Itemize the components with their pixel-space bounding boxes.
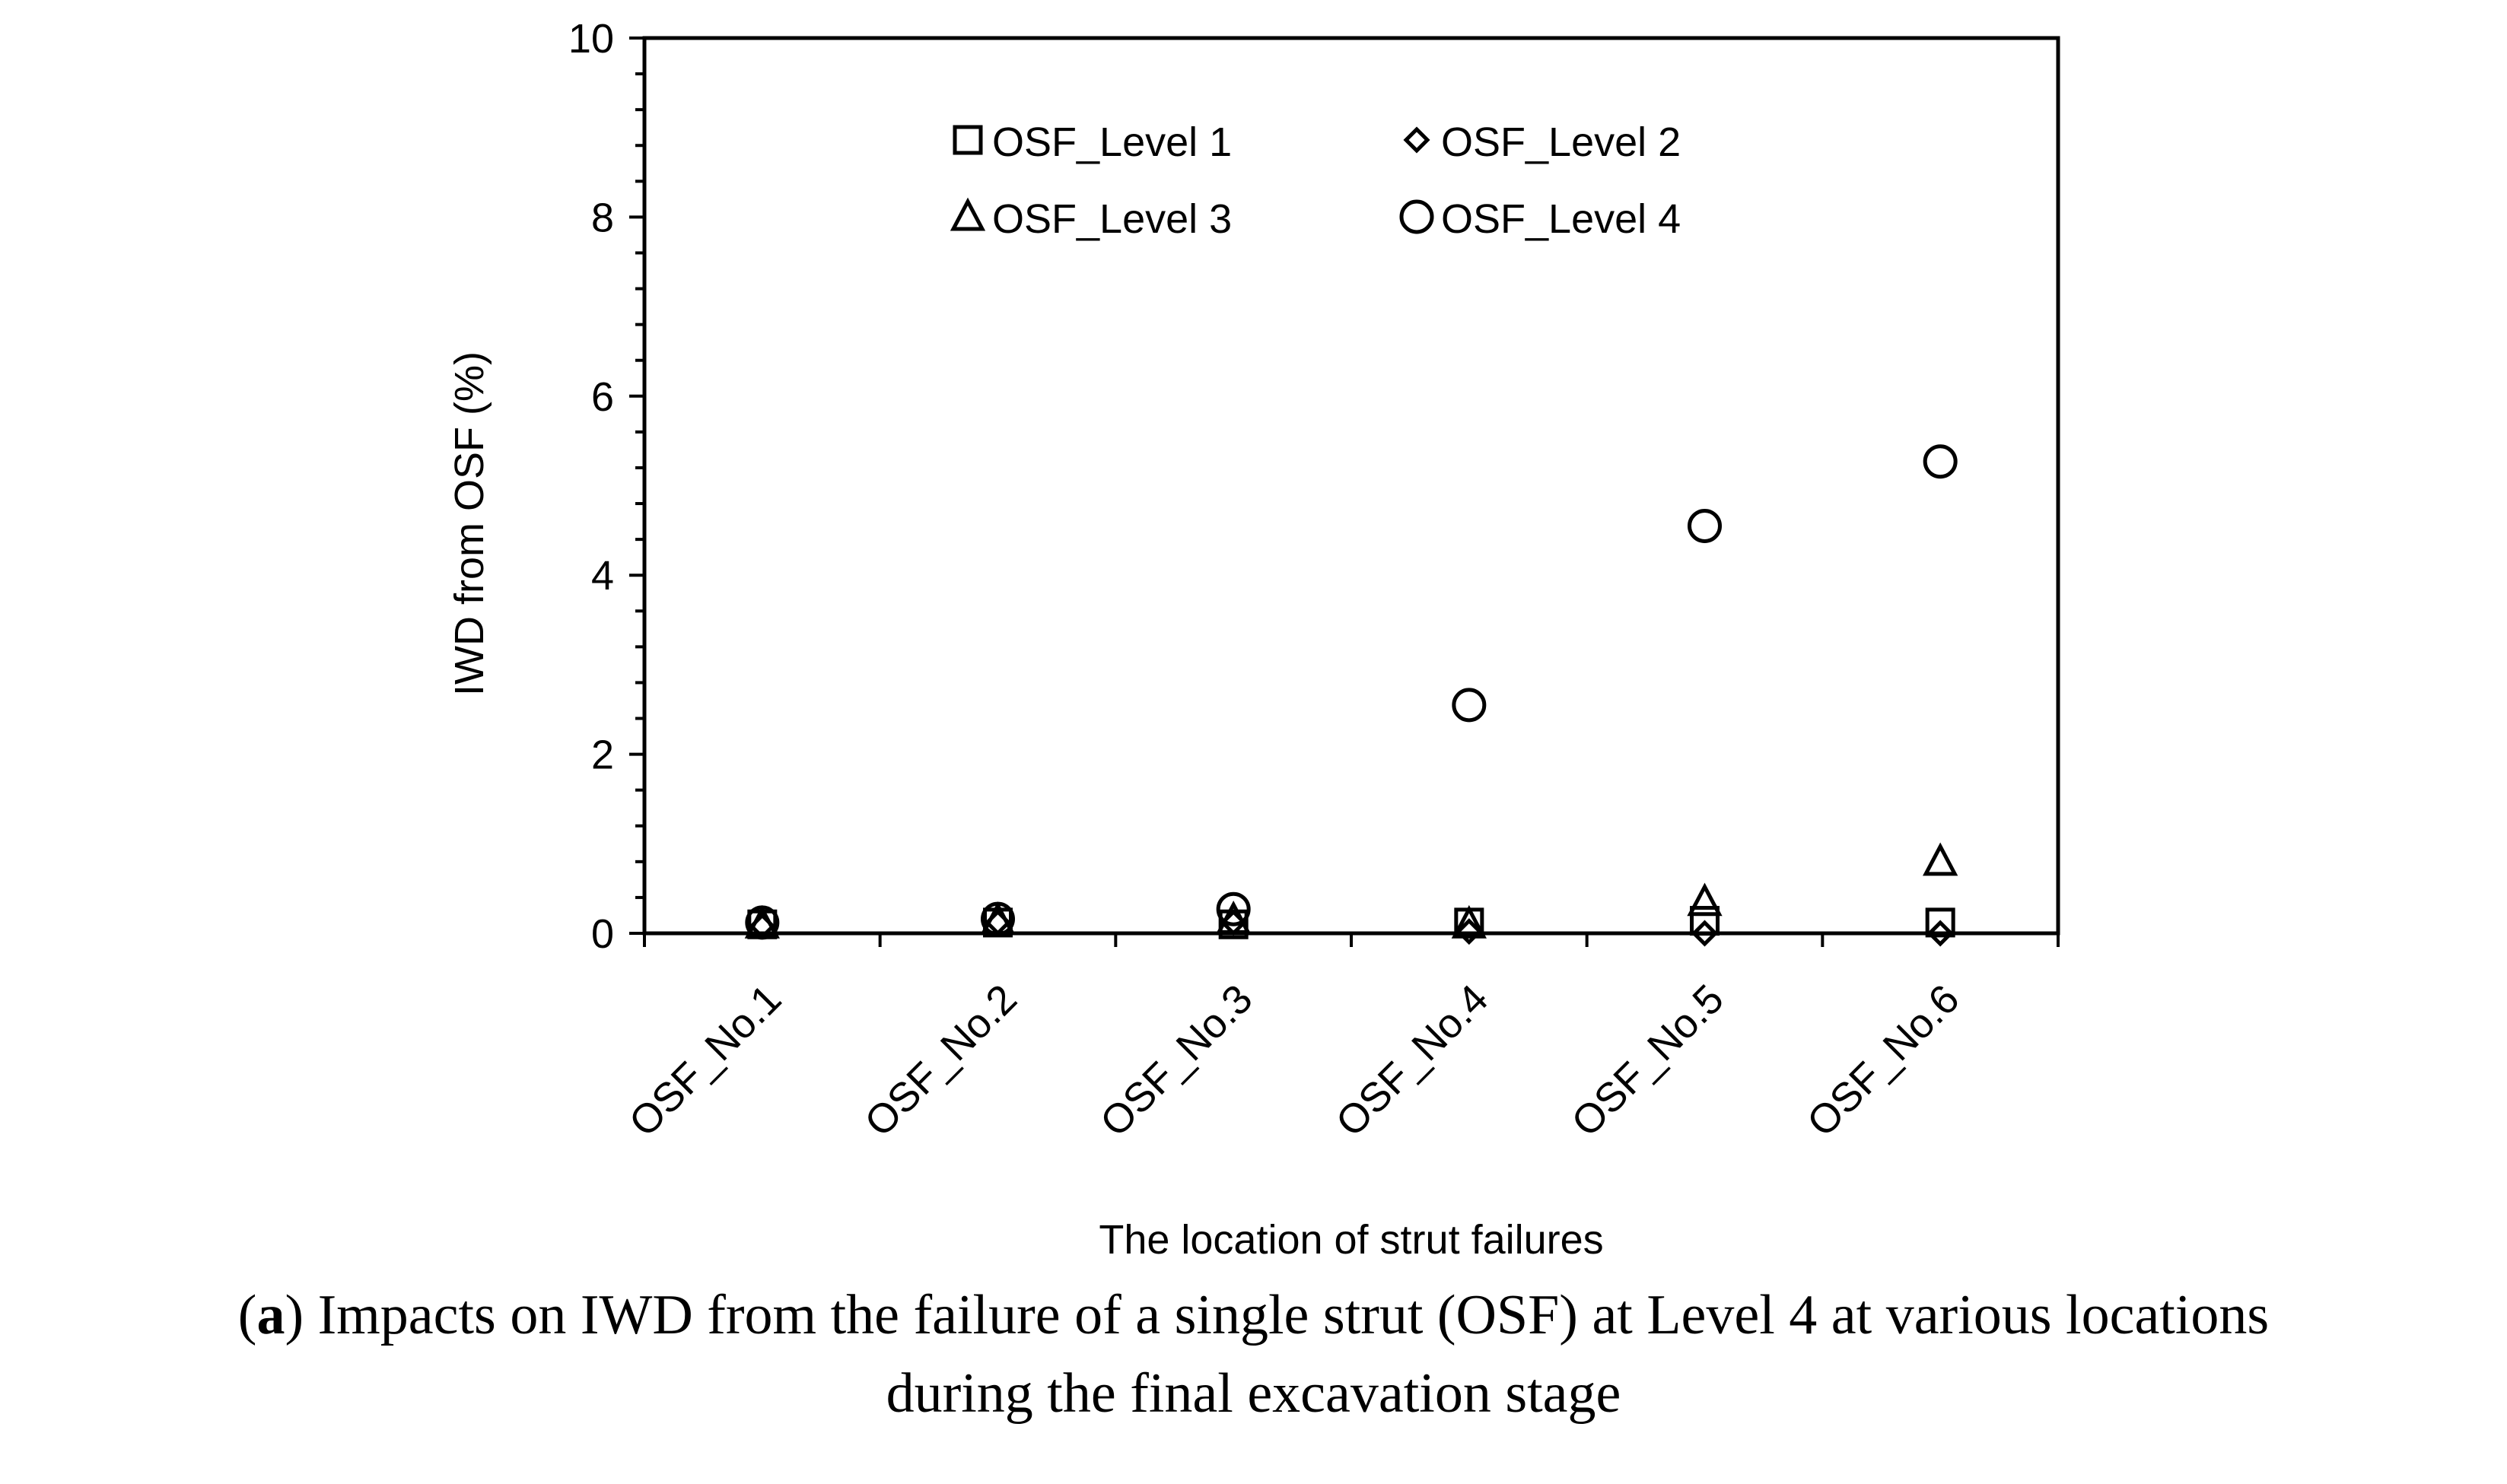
plot-area-frame — [642, 36, 2060, 936]
legend-label: OSF_Level 3 — [992, 196, 1232, 242]
data-point-circle — [1688, 508, 1722, 543]
legend-label: OSF_Level 2 — [1441, 119, 1681, 165]
data-point-triangle — [1451, 904, 1487, 939]
legend-marker-circle — [1399, 199, 1434, 234]
legend-label: OSF_Level 1 — [992, 119, 1232, 165]
legend-marker-triangle — [950, 197, 986, 231]
scatter-chart: 0 2 4 6 8 10 OSF_No.1 OSF_No.2 OSF_No.3 OSF_No.4… — [447, 16, 2060, 1263]
figure-caption-line-1: (a) Impacts on IWD from the failure of a… — [237, 1284, 2270, 1346]
data-point-triangle — [1687, 882, 1723, 917]
x-tick-label: OSF_No.4 — [1328, 976, 1497, 1146]
data-point-square — [1925, 907, 1955, 938]
x-axis-ticks — [643, 933, 2060, 947]
data-point-circle — [745, 905, 780, 940]
x-tick-label: OSF_No.1 — [621, 976, 791, 1146]
data-point-diamond — [1926, 920, 1954, 947]
y-tick-label: 0 — [591, 911, 614, 957]
y-tick-label: 10 — [568, 16, 614, 62]
y-tick-label: 2 — [591, 732, 614, 778]
y-tick-label: 6 — [591, 374, 614, 420]
data-point-triangle — [1923, 842, 1958, 876]
figure-caption-line-2: during the final excavation stage — [886, 1362, 1621, 1425]
y-axis-ticks — [629, 37, 644, 935]
x-axis-title: The location of strut failures — [1099, 1217, 1603, 1263]
x-tick-label: OSF_No.3 — [1092, 976, 1261, 1146]
y-axis-title: IWD from OSF (%) — [447, 351, 492, 696]
y-tick-label: 8 — [591, 195, 614, 240]
caption-text: ) Impacts on IWD from the failure of a s… — [285, 1284, 2270, 1346]
legend-marker-square — [953, 125, 983, 155]
legend-label: OSF_Level 4 — [1441, 196, 1681, 242]
y-axis-tick-labels: 0 2 4 6 8 10 — [568, 16, 614, 957]
data-markers — [744, 444, 1958, 947]
data-point-circle — [1216, 891, 1251, 926]
y-tick-label: 4 — [591, 553, 614, 599]
caption-label: a — [256, 1284, 285, 1346]
data-point-diamond — [1691, 920, 1719, 947]
x-tick-label: OSF_No.6 — [1799, 976, 1968, 1146]
data-point-circle — [1452, 688, 1487, 723]
legend: OSF_Level 1 OSF_Level 2 OSF_Level 3 OSF_Lev… — [950, 119, 1681, 242]
x-tick-label: OSF_No.5 — [1563, 976, 1732, 1146]
x-tick-label: OSF_No.2 — [856, 976, 1026, 1146]
data-point-diamond — [1456, 918, 1483, 945]
data-point-circle — [1923, 444, 1958, 479]
legend-marker-diamond — [1403, 126, 1430, 154]
x-axis-tick-labels: OSF_No.1 OSF_No.2 OSF_No.3 OSF_No.4 OSF_No.5… — [621, 976, 1968, 1146]
